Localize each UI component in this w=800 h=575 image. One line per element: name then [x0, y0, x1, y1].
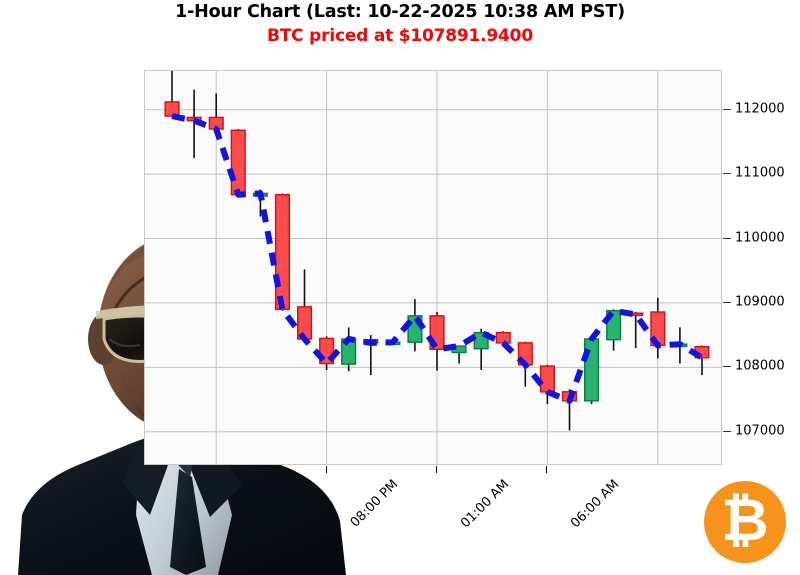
y-tick-mark [723, 366, 731, 368]
x-tick-mark [325, 466, 327, 473]
bitcoin-logo: ₿ [704, 481, 786, 563]
y-tick-label: 107000 [735, 423, 785, 439]
y-tick-label: 109000 [735, 294, 785, 310]
page-title: 1-Hour Chart (Last: 10-22-2025 10:38 AM … [175, 2, 625, 22]
x-tick-label: 08:00 PM [347, 477, 401, 531]
x-tick-label: 06:00 AM [568, 477, 623, 532]
y-tick-mark [723, 173, 731, 175]
bitcoin-glyph: ₿ [721, 486, 769, 554]
price-subtitle: BTC priced at $107891.9400 [267, 26, 533, 46]
y-tick-label: 108000 [735, 358, 785, 374]
y-tick-mark [723, 237, 731, 239]
x-tick-label: 01:00 AM [458, 477, 513, 532]
close-price-line [171, 113, 704, 404]
y-tick-label: 111000 [735, 165, 785, 181]
x-tick-mark [436, 466, 437, 473]
candlestick-plot [144, 70, 722, 465]
y-tick-mark [723, 430, 731, 432]
y-tick-label: 112000 [735, 101, 785, 117]
y-tick-mark [723, 301, 731, 303]
y-tick-label: 110000 [735, 230, 785, 245]
y-tick-mark [723, 108, 731, 110]
x-tick-mark [546, 466, 548, 473]
